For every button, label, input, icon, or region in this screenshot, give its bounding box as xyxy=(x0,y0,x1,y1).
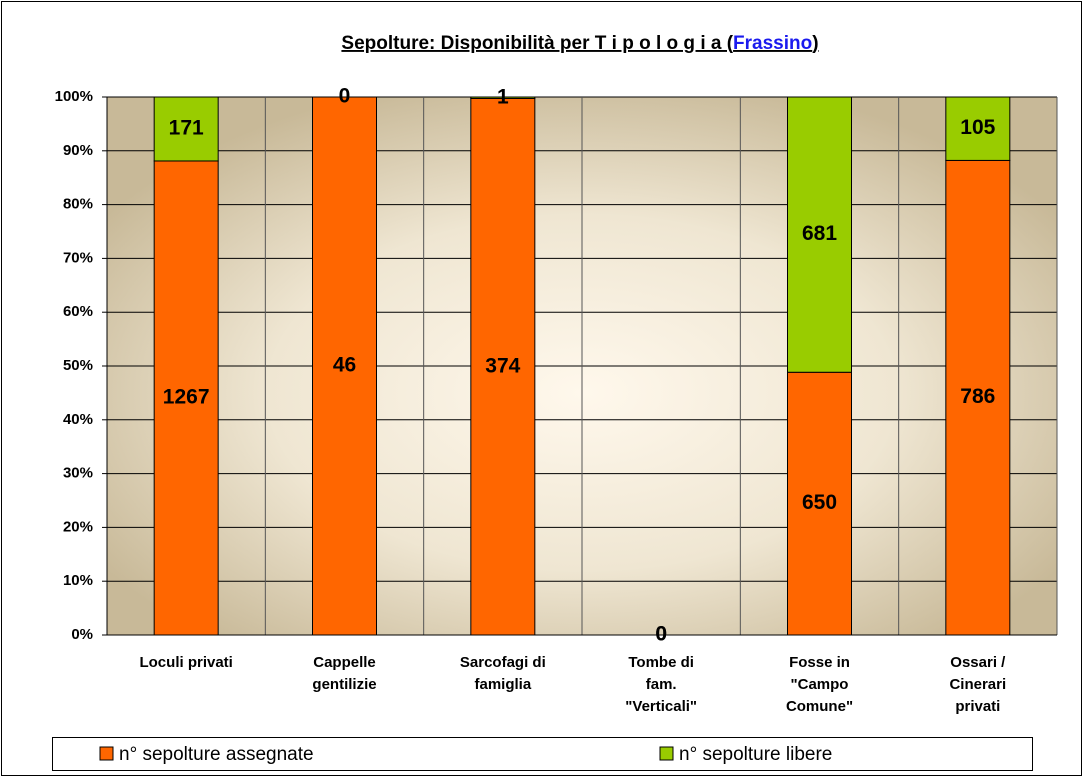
x-tick-label: Comune" xyxy=(786,698,853,715)
y-tick-label: 30% xyxy=(63,465,93,482)
bar-segment xyxy=(312,96,377,636)
chart-title: Sepolture: Disponibilità per T i p o l o… xyxy=(341,33,818,54)
data-label: 0 xyxy=(655,623,667,646)
x-tick-label: Fosse in xyxy=(789,654,850,671)
y-tick-label: 90% xyxy=(63,142,93,159)
x-tick-label: "Verticali" xyxy=(625,698,697,715)
title-link[interactable]: Frassino xyxy=(733,33,812,54)
bar-segment xyxy=(787,96,852,373)
bar-segment xyxy=(470,97,536,636)
y-tick-label: 100% xyxy=(55,88,93,105)
y-tick-label: 50% xyxy=(63,357,93,374)
data-label: 46 xyxy=(333,354,356,377)
legend xyxy=(52,737,1033,771)
bar-segment xyxy=(153,160,219,636)
bar-segment xyxy=(787,371,852,636)
y-tick-label: 70% xyxy=(63,249,93,266)
x-tick-label: Tombe di xyxy=(628,654,694,671)
data-label: 1267 xyxy=(163,386,210,409)
data-label: 681 xyxy=(802,222,837,245)
y-tick-label: 40% xyxy=(63,411,93,428)
legend-swatch xyxy=(99,746,114,761)
data-label: 374 xyxy=(485,354,520,377)
bar-segment xyxy=(153,96,219,162)
x-tick-label: privati xyxy=(955,698,1000,715)
legend-label: n° sepolture assegnate xyxy=(119,744,314,765)
data-label: 171 xyxy=(169,117,204,140)
legend-label: n° sepolture libere xyxy=(679,744,832,765)
legend-swatch xyxy=(659,746,674,761)
y-tick-label: 80% xyxy=(63,196,93,213)
x-tick-label: Ossari / xyxy=(950,654,1006,671)
x-tick-label: famiglia xyxy=(474,676,531,693)
x-tick-label: Cinerari xyxy=(949,676,1006,693)
x-tick-label: fam. xyxy=(646,676,677,693)
y-tick-label: 60% xyxy=(63,303,93,320)
bar-segment xyxy=(470,96,536,99)
x-tick-label: Sarcofagi di xyxy=(460,654,546,671)
data-label: 105 xyxy=(960,116,995,139)
x-tick-label: Cappelle xyxy=(313,654,376,671)
title-text: Sepolture: Disponibilità per T i p o l o… xyxy=(341,33,733,54)
data-label: 0 xyxy=(339,85,351,108)
x-tick-label: "Campo xyxy=(791,676,849,693)
data-label: 1 xyxy=(497,85,509,108)
y-tick-label: 0% xyxy=(71,626,93,643)
bar-segment xyxy=(945,96,1011,161)
y-tick-label: 20% xyxy=(63,518,93,535)
data-label: 786 xyxy=(960,385,995,408)
y-tick-label: 10% xyxy=(63,572,93,589)
data-label: 650 xyxy=(802,491,837,514)
data-label: 0 xyxy=(655,623,667,646)
title-text: ) xyxy=(812,33,818,54)
x-tick-label: gentilizie xyxy=(312,676,376,693)
x-tick-label: Loculi privati xyxy=(139,654,232,671)
